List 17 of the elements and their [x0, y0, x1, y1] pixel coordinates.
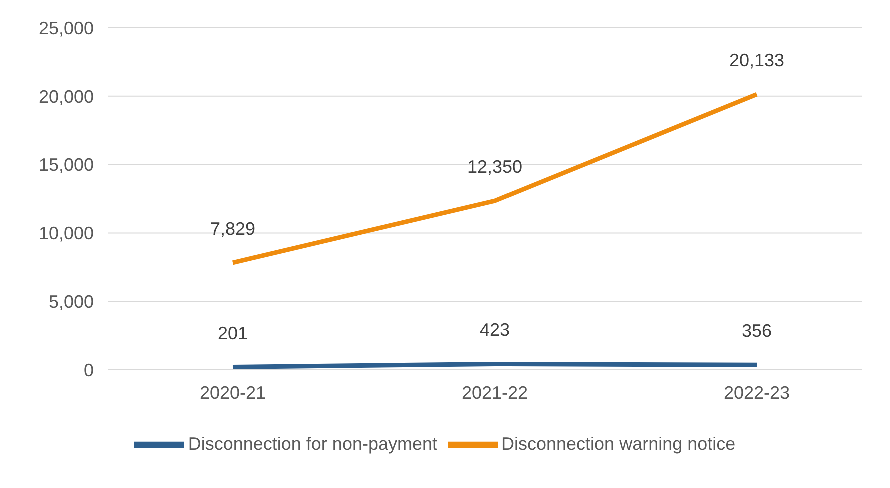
data-label: 20,133: [729, 50, 785, 71]
data-label: 356: [742, 321, 772, 342]
legend-label: Disconnection warning notice: [502, 434, 736, 454]
y-tick-label: 20,000: [38, 86, 94, 107]
y-tick-label: 25,000: [38, 18, 94, 38]
data-label: 12,350: [467, 157, 523, 178]
x-tick-label: 2022-23: [724, 382, 790, 403]
x-tick-label: 2021-22: [462, 382, 528, 403]
y-tick-label: 15,000: [38, 155, 94, 176]
y-tick-label: 10,000: [38, 224, 94, 244]
y-tick-label: 0: [84, 360, 94, 380]
x-tick-label: 2020-21: [200, 382, 266, 403]
y-tick-label: 5,000: [48, 292, 94, 312]
data-label: 423: [480, 320, 510, 340]
data-label: 7,829: [210, 218, 256, 239]
data-label: 201: [218, 323, 248, 344]
legend-label: Disconnection for non-payment: [188, 434, 438, 454]
